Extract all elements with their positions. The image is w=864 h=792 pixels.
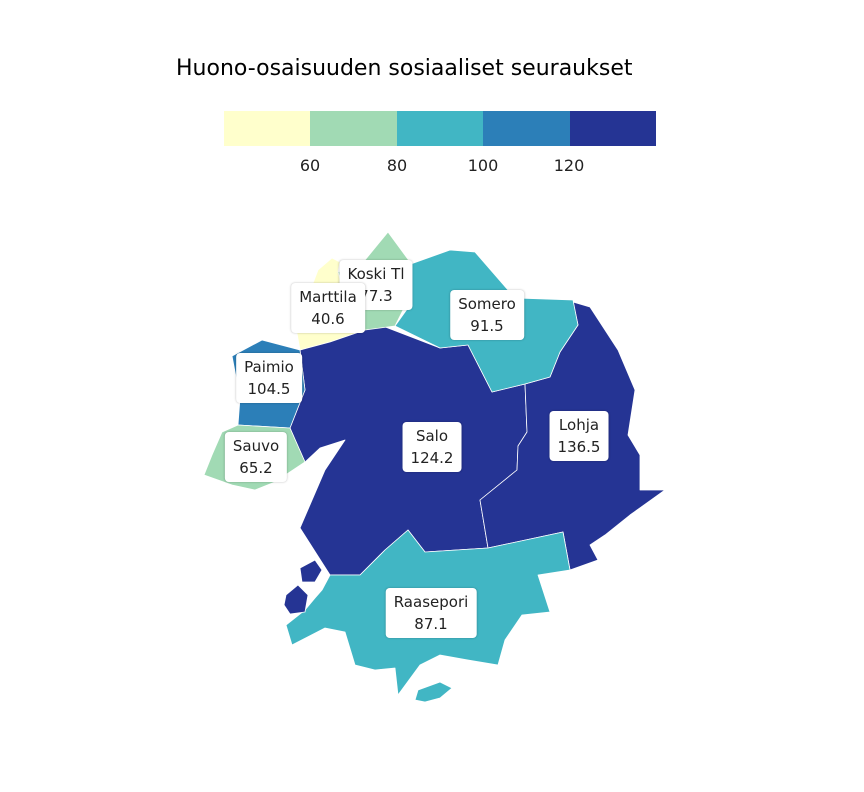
label-raasepori: Raasepori 87.1 [385,588,477,638]
label-name: Marttila [299,288,357,306]
label-value: 124.2 [410,449,454,467]
legend-tick-100: 100 [467,156,499,175]
label-value: 65.2 [239,459,273,477]
label-name: Sauvo [232,437,280,455]
legend-tick-60: 60 [299,156,321,175]
map-title: Huono-osaisuuden sosiaaliset seuraukset [176,56,633,81]
label-sauvo: Sauvo 65.2 [224,432,288,482]
label-marttila: Marttila 40.6 [291,283,365,333]
label-value: 40.6 [311,310,345,328]
label-value: 104.5 [247,380,291,398]
label-name: Lohja [558,416,600,434]
label-value: 87.1 [414,615,448,633]
label-value: 136.5 [557,438,601,456]
legend-swatch-5 [569,111,657,146]
legend-swatch-3 [396,111,484,146]
label-name: Salo [415,427,449,445]
legend-swatch-2 [310,111,397,146]
legend-swatch-4 [483,111,570,146]
color-legend [224,111,657,146]
legend-tick-120: 120 [553,156,585,175]
region-salo-island-2 [283,584,309,615]
legend-tick-80: 80 [386,156,408,175]
label-salo: Salo 124.2 [402,422,462,472]
label-paimio: Paimio 104.5 [236,353,302,403]
region-salo-island-1 [299,559,323,583]
label-somero: Somero 91.5 [450,290,524,340]
region-raasepori-islet [414,681,453,703]
label-value: 77.3 [359,287,393,305]
label-name: Koski Tl [347,265,405,283]
legend-swatch-1 [224,111,311,146]
label-value: 91.5 [470,317,504,335]
label-name: Paimio [244,358,294,376]
label-name: Somero [458,295,516,313]
label-name: Raasepori [393,593,469,611]
label-lohja: Lohja 136.5 [549,411,609,461]
